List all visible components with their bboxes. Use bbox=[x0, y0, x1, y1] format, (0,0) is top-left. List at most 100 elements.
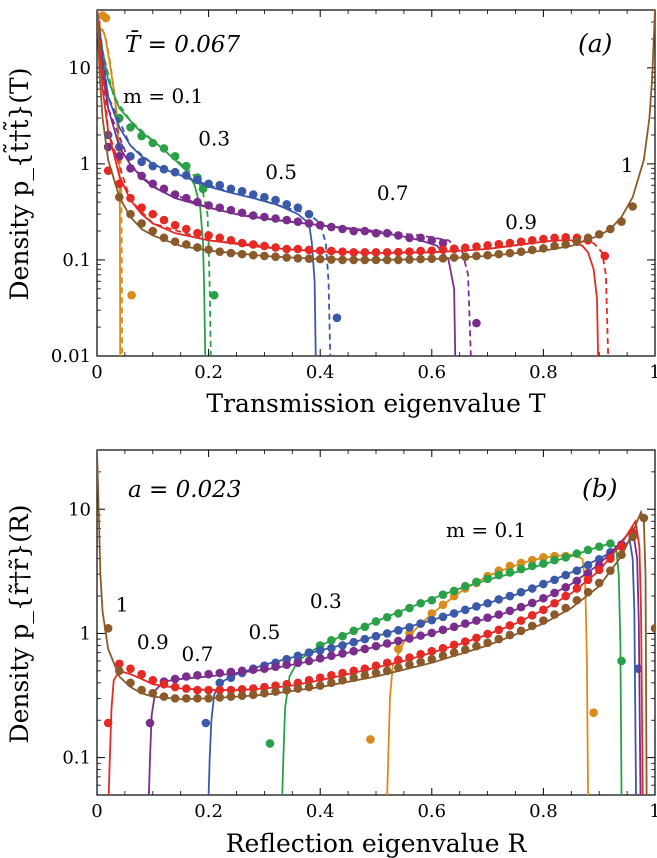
data-point bbox=[561, 233, 571, 242]
data-point bbox=[215, 668, 225, 678]
data-point bbox=[349, 646, 358, 656]
data-point bbox=[115, 192, 124, 202]
data-point bbox=[181, 193, 191, 203]
data-point bbox=[215, 203, 225, 212]
data-point bbox=[338, 641, 347, 650]
series-label: 0.3 bbox=[198, 127, 230, 151]
data-point bbox=[505, 568, 515, 577]
data-point bbox=[394, 655, 403, 665]
data-point bbox=[226, 685, 236, 695]
data-point bbox=[527, 621, 537, 631]
data-point bbox=[494, 249, 504, 259]
data-point bbox=[483, 250, 492, 260]
series-curve bbox=[107, 518, 644, 795]
data-point bbox=[170, 237, 180, 246]
data-point bbox=[617, 550, 626, 560]
data-point bbox=[561, 570, 571, 580]
series-label: 0.5 bbox=[265, 160, 297, 184]
data-point bbox=[327, 671, 336, 680]
data-point bbox=[248, 250, 258, 260]
data-point bbox=[327, 643, 336, 653]
data-point bbox=[583, 560, 593, 570]
series-label: 1 bbox=[621, 153, 634, 177]
data-point bbox=[193, 685, 202, 695]
data-point bbox=[181, 161, 191, 171]
data-point bbox=[449, 640, 459, 650]
data-point bbox=[127, 290, 136, 300]
data-point bbox=[271, 681, 280, 690]
data-point bbox=[550, 241, 559, 251]
data-point bbox=[505, 591, 515, 601]
data-point bbox=[483, 638, 492, 648]
x-tick-label: 0.8 bbox=[529, 801, 558, 822]
data-point bbox=[539, 244, 548, 253]
data-point bbox=[371, 668, 381, 678]
data-point bbox=[427, 254, 437, 264]
data-point bbox=[137, 685, 146, 695]
data-point bbox=[115, 666, 124, 676]
data-point bbox=[438, 612, 448, 622]
data-point bbox=[572, 584, 582, 593]
data-point bbox=[382, 666, 392, 676]
data-point bbox=[606, 554, 615, 563]
data-point bbox=[215, 247, 225, 256]
data-point bbox=[405, 247, 414, 256]
data-point bbox=[527, 245, 537, 255]
data-point bbox=[371, 255, 381, 265]
panel-tag: (b) bbox=[582, 474, 618, 503]
data-point bbox=[617, 542, 626, 551]
data-point bbox=[516, 237, 526, 246]
series-label: m = 0.1 bbox=[446, 518, 526, 542]
data-point bbox=[371, 631, 381, 641]
data-point bbox=[159, 215, 169, 225]
data-point bbox=[472, 633, 481, 643]
data-point bbox=[170, 674, 180, 684]
data-point bbox=[472, 641, 481, 651]
data-point bbox=[260, 251, 269, 261]
series-label: m = 0.1 bbox=[123, 84, 203, 108]
x-tick-label: 0.2 bbox=[194, 362, 223, 383]
data-point bbox=[366, 735, 375, 744]
data-point bbox=[527, 236, 537, 245]
data-point bbox=[516, 616, 526, 625]
data-point bbox=[539, 605, 548, 615]
data-point bbox=[527, 610, 537, 620]
data-point bbox=[198, 184, 208, 194]
data-point bbox=[304, 254, 314, 264]
data-point bbox=[550, 555, 559, 565]
data-point bbox=[237, 249, 247, 259]
x-tick-label: 1 bbox=[649, 362, 657, 383]
data-point bbox=[327, 651, 336, 661]
data-point bbox=[594, 229, 604, 239]
data-point bbox=[427, 595, 437, 605]
data-point bbox=[561, 553, 571, 562]
data-point bbox=[209, 290, 219, 300]
panel-tag: (a) bbox=[578, 29, 612, 58]
data-point bbox=[371, 248, 381, 257]
data-point bbox=[572, 549, 582, 558]
x-tick-label: 1 bbox=[649, 801, 657, 822]
data-point bbox=[382, 658, 392, 668]
data-point bbox=[494, 610, 504, 619]
data-point bbox=[271, 214, 280, 223]
data-point bbox=[204, 179, 213, 189]
data-point bbox=[539, 579, 548, 589]
data-point bbox=[371, 641, 381, 651]
data-point bbox=[349, 248, 358, 257]
data-point bbox=[438, 651, 448, 661]
data-point bbox=[282, 660, 292, 670]
data-point bbox=[204, 245, 213, 254]
data-point bbox=[248, 665, 258, 675]
data-point bbox=[248, 211, 258, 220]
data-point bbox=[265, 739, 275, 748]
data-point bbox=[494, 625, 504, 635]
data-point bbox=[427, 628, 437, 638]
y-tick-label: 0.1 bbox=[62, 748, 91, 769]
data-point bbox=[271, 195, 280, 205]
series-5 bbox=[97, 450, 655, 795]
data-point bbox=[103, 718, 113, 728]
data-point bbox=[204, 231, 213, 240]
data-point bbox=[416, 254, 425, 264]
data-point bbox=[215, 233, 225, 243]
data-point bbox=[516, 247, 526, 256]
